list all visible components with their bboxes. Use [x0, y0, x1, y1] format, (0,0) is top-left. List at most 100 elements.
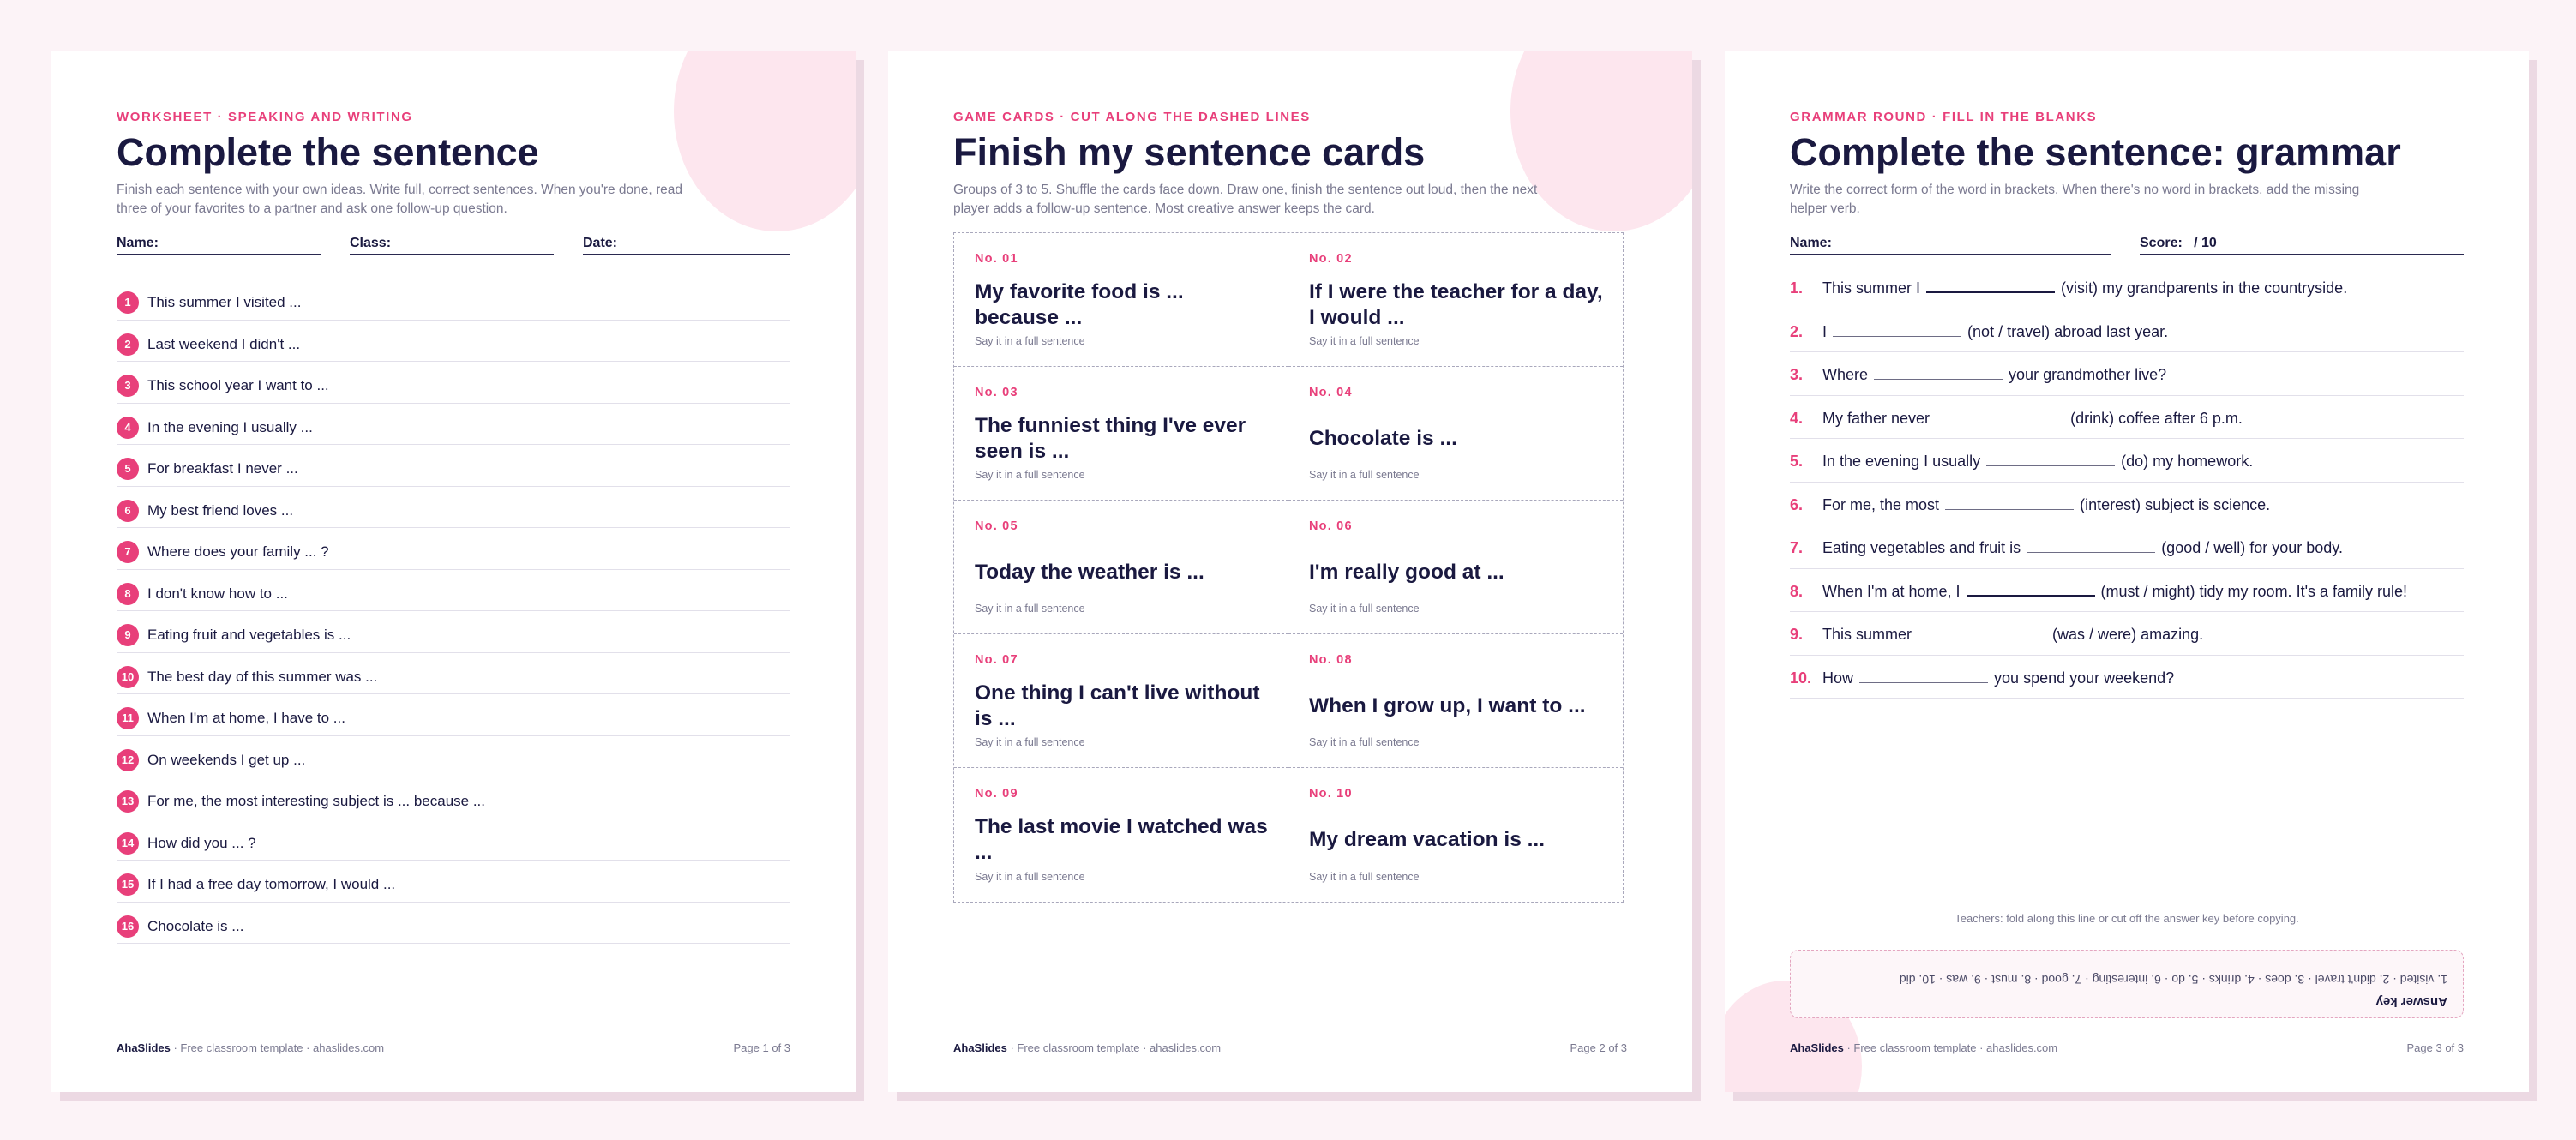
- sentence-start: How: [1822, 669, 1854, 687]
- item-number-badge: 4: [117, 416, 139, 439]
- list-item[interactable]: 14 How did you ... ?: [117, 819, 790, 861]
- item-number-badge: 13: [117, 790, 139, 813]
- sentence-start: When I'm at home, I: [1822, 582, 1961, 600]
- list-item[interactable]: 2 Last weekend I didn't ...: [117, 321, 790, 362]
- grammar-sentence: Eating vegetables and fruit is (good / w…: [1822, 539, 2343, 557]
- answer-blank[interactable]: [1966, 583, 2095, 597]
- card-prompt: The funniest thing I've ever seen is ...: [975, 413, 1246, 463]
- list-item: 5. In the evening I usually (do) my homew…: [1790, 439, 2464, 483]
- item-number: 9.: [1790, 626, 1804, 643]
- card-number: No. 07: [975, 653, 1018, 667]
- answer-blank[interactable]: [1926, 279, 2056, 293]
- name-field[interactable]: Name:: [1790, 232, 2111, 255]
- sentence-card: No. 06 I'm really good at ... Say it in a …: [1288, 501, 1623, 634]
- page-number: Page 3 of 3: [2406, 1041, 2465, 1054]
- eyebrow-label: WORKSHEET · SPEAKING AND WRITING: [117, 110, 413, 124]
- sentence-end: (must / might) tidy my room. It's a fami…: [2100, 582, 2408, 600]
- list-item[interactable]: 8 I don't know how to ...: [117, 570, 790, 611]
- sentence-card: No. 01 My favorite food is ... because ..…: [954, 233, 1288, 367]
- list-item[interactable]: 15 If I had a free day tomorrow, I would …: [117, 861, 790, 903]
- sentence-card: No. 07 One thing I can't live without is …: [954, 634, 1288, 768]
- grammar-sentence: My father never (drink) coffee after 6 p…: [1822, 410, 2243, 428]
- sentence-list: 1 This summer I visited ... 2 Last weekend …: [117, 279, 790, 944]
- sentence-starter: If I had a free day tomorrow, I would ..…: [147, 876, 396, 892]
- score-field[interactable]: Score: / 10: [2140, 232, 2464, 255]
- fold-note: Teachers: fold along this line or cut of…: [1955, 912, 2299, 925]
- grammar-list: 1. This summer I (visit) my grandparents …: [1790, 266, 2464, 699]
- card-hint: Say it in a full sentence: [975, 603, 1085, 615]
- list-item[interactable]: 5 For breakfast I never ...: [117, 445, 790, 487]
- sentence-end: (was / were) amazing.: [2052, 626, 2204, 643]
- name-field[interactable]: Name:: [117, 232, 321, 255]
- answer-blank[interactable]: [1986, 453, 2116, 466]
- list-item[interactable]: 16 Chocolate is ...: [117, 903, 790, 944]
- list-item[interactable]: 6 My best friend loves ...: [117, 487, 790, 528]
- sentence-starter: This school year I want to ...: [147, 377, 329, 393]
- item-number: 8.: [1790, 582, 1804, 600]
- item-number: 3.: [1790, 366, 1804, 383]
- answer-blank[interactable]: [1833, 323, 1962, 337]
- list-item[interactable]: 12 On weekends I get up ...: [117, 736, 790, 777]
- card-prompt: One thing I can't live without is ...: [975, 681, 1260, 730]
- sentence-starter: This summer I visited ...: [147, 294, 302, 310]
- class-field[interactable]: Class:: [350, 232, 554, 255]
- answer-blank[interactable]: [2027, 539, 2156, 553]
- answer-blank[interactable]: [1859, 669, 1989, 683]
- sentence-starter: I don't know how to ...: [147, 585, 288, 602]
- list-item: 8. When I'm at home, I (must / might) tid…: [1790, 569, 2464, 612]
- grammar-sentence: When I'm at home, I (must / might) tidy …: [1822, 583, 2407, 601]
- sentence-starter: Eating fruit and vegetables is ...: [147, 627, 351, 643]
- footer-brand: AhaSlides: [1790, 1041, 1844, 1054]
- list-item[interactable]: 13 For me, the most interesting subject i…: [117, 777, 790, 819]
- item-number: 10.: [1790, 669, 1812, 687]
- list-item[interactable]: 10 The best day of this summer was ...: [117, 653, 790, 694]
- student-fields: Name: Class: Date:: [117, 232, 790, 256]
- card-prompt: Chocolate is ...: [1309, 426, 1457, 450]
- card-prompt: My favorite food is ... because ...: [975, 279, 1184, 329]
- answer-blank[interactable]: [1874, 366, 2003, 380]
- eyebrow-label: GAME CARDS · CUT ALONG THE DASHED LINES: [953, 110, 1311, 124]
- card-number: No. 02: [1309, 252, 1353, 266]
- item-number-badge: 2: [117, 333, 139, 356]
- list-item: 6. For me, the most (interest) subject is…: [1790, 483, 2464, 525]
- sentence-end: your grandmother live?: [2009, 366, 2167, 383]
- sentence-card: No. 10 My dream vacation is ... Say it in …: [1288, 768, 1623, 902]
- list-item: 1. This summer I (visit) my grandparents …: [1790, 266, 2464, 309]
- grammar-sentence: I (not / travel) abroad last year.: [1822, 323, 2168, 341]
- page-title: Complete the sentence: grammar: [1790, 130, 2401, 174]
- sentence-end: (visit) my grandparents in the countrysi…: [2061, 279, 2348, 297]
- item-number-badge: 5: [117, 458, 139, 480]
- list-item[interactable]: 3 This school year I want to ...: [117, 362, 790, 404]
- sentence-starter: In the evening I usually ...: [147, 418, 313, 435]
- answer-blank[interactable]: [1918, 626, 2047, 639]
- item-number: 4.: [1790, 409, 1804, 427]
- list-item[interactable]: 9 Eating fruit and vegetables is ...: [117, 611, 790, 653]
- card-number: No. 04: [1309, 386, 1353, 399]
- list-item[interactable]: 11 When I'm at home, I have to ...: [117, 694, 790, 736]
- sentence-starter: Where does your family ... ?: [147, 543, 329, 560]
- list-item: 4. My father never (drink) coffee after 6…: [1790, 396, 2464, 439]
- card-number: No. 10: [1309, 787, 1353, 801]
- list-item[interactable]: 7 Where does your family ... ?: [117, 528, 790, 570]
- item-number: 7.: [1790, 539, 1804, 556]
- sentence-starter: Chocolate is ...: [147, 917, 244, 934]
- sentence-starter: How did you ... ?: [147, 834, 256, 851]
- card-hint: Say it in a full sentence: [975, 469, 1085, 481]
- sentence-starter: For me, the most interesting subject is …: [147, 793, 486, 809]
- sentence-card: No. 05 Today the weather is ... Say it in …: [954, 501, 1288, 634]
- date-field[interactable]: Date:: [583, 232, 790, 255]
- sentence-card: No. 04 Chocolate is ... Say it in a full s…: [1288, 367, 1623, 501]
- footer-text: · Free classroom template · ahaslides.co…: [170, 1041, 385, 1054]
- answer-blank[interactable]: [1945, 496, 2075, 510]
- sentence-starter: For breakfast I never ...: [147, 460, 298, 477]
- answer-blank[interactable]: [1936, 410, 2065, 423]
- page-footer: AhaSlides · Free classroom template · ah…: [953, 1041, 1627, 1054]
- sentence-start: My father never: [1822, 409, 1930, 427]
- list-item[interactable]: 1 This summer I visited ...: [117, 279, 790, 321]
- list-item[interactable]: 4 In the evening I usually ...: [117, 404, 790, 445]
- card-number: No. 06: [1309, 519, 1353, 533]
- card-hint: Say it in a full sentence: [1309, 871, 1420, 883]
- sentence-start: Eating vegetables and fruit is: [1822, 539, 2021, 556]
- sentence-start: I: [1822, 322, 1828, 340]
- grammar-sentence: How you spend your weekend?: [1822, 669, 2174, 687]
